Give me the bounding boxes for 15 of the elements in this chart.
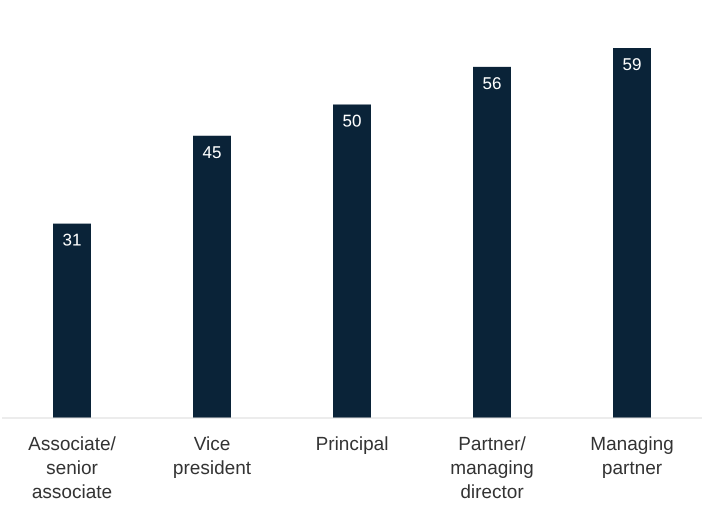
- bar: [473, 66, 511, 418]
- x-tick-label: Principal: [316, 434, 388, 455]
- x-tick-label: Partner/ managing director: [450, 434, 534, 503]
- bar: [613, 48, 651, 418]
- x-tick-label: Vice president: [172, 434, 252, 479]
- data-label: 31: [62, 230, 82, 250]
- bar: [333, 104, 371, 418]
- data-label: 59: [622, 55, 642, 74]
- x-tick-label: Associate/ senior associate: [28, 434, 117, 503]
- data-label: 56: [482, 74, 502, 93]
- data-label: 50: [342, 112, 362, 131]
- data-label: 45: [202, 142, 222, 162]
- bar: [193, 136, 231, 418]
- x-tick-label: Managing partner: [590, 434, 674, 479]
- bar: [53, 224, 91, 418]
